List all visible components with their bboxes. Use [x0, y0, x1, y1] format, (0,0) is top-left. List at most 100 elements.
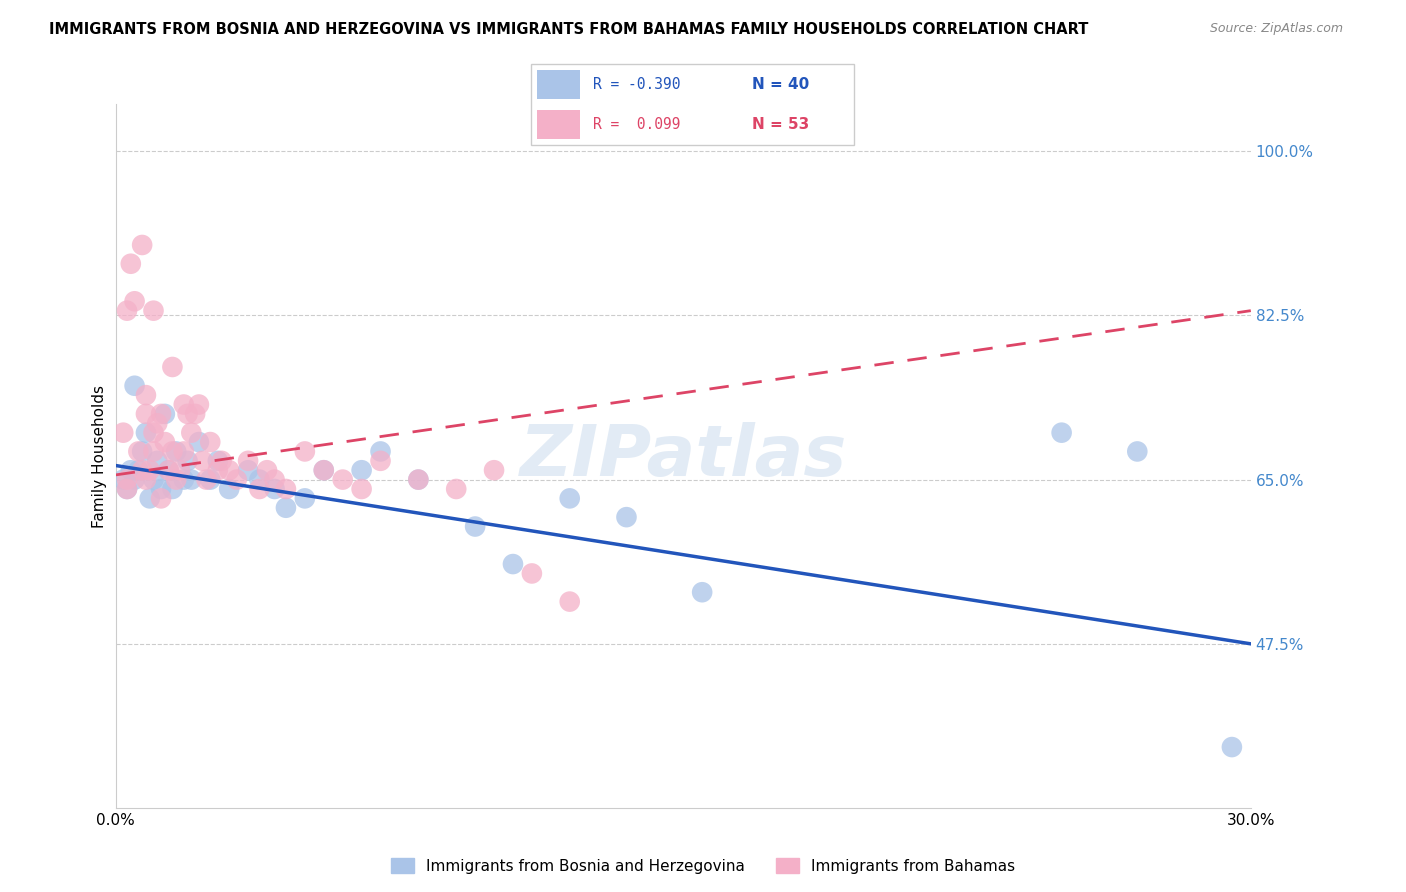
Point — [176, 407, 198, 421]
Point — [162, 444, 184, 458]
Point — [207, 463, 229, 477]
FancyBboxPatch shape — [537, 70, 581, 99]
Point — [142, 444, 165, 458]
Point — [135, 407, 157, 421]
Point — [180, 473, 202, 487]
Point — [162, 482, 184, 496]
Point — [236, 454, 259, 468]
Point — [350, 463, 373, 477]
Point — [195, 473, 218, 487]
Point — [146, 417, 169, 431]
Point — [165, 444, 187, 458]
Point — [1126, 444, 1149, 458]
Point — [191, 454, 214, 468]
Point — [173, 473, 195, 487]
Point — [332, 473, 354, 487]
Point — [142, 425, 165, 440]
Text: N = 40: N = 40 — [752, 77, 810, 92]
Point — [115, 482, 138, 496]
Point — [312, 463, 335, 477]
Point — [408, 473, 430, 487]
Point — [200, 435, 222, 450]
Point — [131, 238, 153, 252]
Point — [218, 463, 240, 477]
Point — [312, 463, 335, 477]
Point — [124, 378, 146, 392]
Point — [263, 473, 285, 487]
Point — [173, 397, 195, 411]
Point — [112, 473, 135, 487]
Point — [249, 482, 271, 496]
Point — [115, 482, 138, 496]
Point — [120, 463, 142, 477]
Point — [520, 566, 543, 581]
Point — [127, 463, 149, 477]
Point — [184, 407, 207, 421]
Point — [165, 473, 187, 487]
Point — [294, 444, 316, 458]
Point — [218, 482, 240, 496]
Point — [115, 303, 138, 318]
Point — [150, 407, 173, 421]
Text: R = -0.390: R = -0.390 — [593, 77, 681, 92]
Point — [124, 473, 146, 487]
Text: ZIPatlas: ZIPatlas — [520, 422, 846, 491]
Point — [142, 473, 165, 487]
Point — [256, 463, 278, 477]
Point — [131, 463, 153, 477]
Point — [558, 491, 581, 506]
Legend: Immigrants from Bosnia and Herzegovina, Immigrants from Bahamas: Immigrants from Bosnia and Herzegovina, … — [385, 852, 1021, 880]
Point — [370, 454, 392, 468]
FancyBboxPatch shape — [537, 110, 581, 139]
Point — [157, 463, 180, 477]
Point — [350, 482, 373, 496]
Text: R =  0.099: R = 0.099 — [593, 117, 681, 132]
Text: Source: ZipAtlas.com: Source: ZipAtlas.com — [1209, 22, 1343, 36]
Point — [135, 473, 157, 487]
Point — [176, 454, 198, 468]
Point — [142, 303, 165, 318]
Point — [408, 473, 430, 487]
Point — [131, 444, 153, 458]
Point — [138, 463, 160, 477]
Point — [370, 444, 392, 458]
Point — [200, 473, 222, 487]
Point — [135, 388, 157, 402]
Point — [150, 491, 173, 506]
Point — [1220, 740, 1243, 755]
Point — [236, 463, 259, 477]
Point — [120, 257, 142, 271]
Point — [464, 519, 486, 533]
Point — [150, 482, 173, 496]
Point — [146, 454, 169, 468]
Point — [690, 585, 713, 599]
Point — [211, 454, 233, 468]
Point — [180, 425, 202, 440]
Point — [169, 463, 191, 477]
Point — [115, 473, 138, 487]
Point — [162, 359, 184, 374]
Point — [127, 444, 149, 458]
Point — [207, 454, 229, 468]
Point — [112, 425, 135, 440]
Point — [558, 594, 581, 608]
Point — [249, 473, 271, 487]
Point — [153, 435, 176, 450]
Point — [138, 491, 160, 506]
Point — [124, 294, 146, 309]
FancyBboxPatch shape — [530, 64, 855, 145]
Point — [1050, 425, 1073, 440]
Point — [444, 482, 467, 496]
Point — [153, 407, 176, 421]
Point — [482, 463, 505, 477]
Point — [294, 491, 316, 506]
Point — [263, 482, 285, 496]
Y-axis label: Family Households: Family Households — [93, 384, 107, 528]
Point — [135, 425, 157, 440]
Point — [173, 444, 195, 458]
Point — [502, 557, 524, 571]
Point — [157, 463, 180, 477]
Text: N = 53: N = 53 — [752, 117, 810, 132]
Point — [274, 500, 297, 515]
Point — [187, 397, 209, 411]
